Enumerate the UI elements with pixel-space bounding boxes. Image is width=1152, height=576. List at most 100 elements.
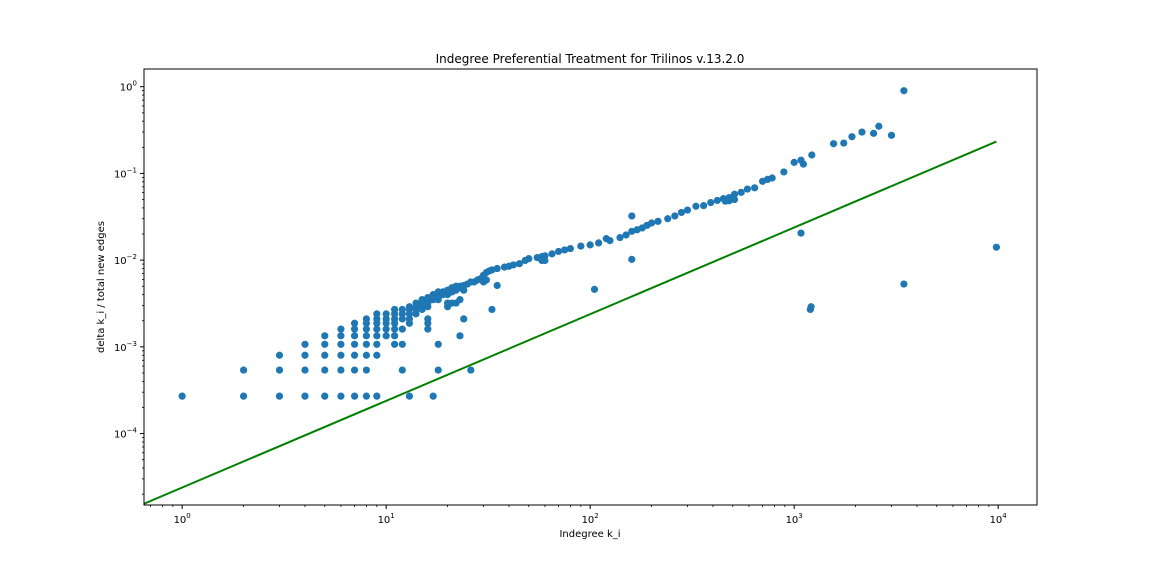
data-point [275, 366, 284, 374]
data-point [467, 366, 475, 374]
data-point [780, 168, 788, 176]
x-tick-label: 104 [990, 512, 1008, 526]
data-point [398, 305, 406, 314]
data-point [301, 366, 309, 374]
data-point [362, 392, 370, 400]
data-point [178, 392, 186, 400]
data-point [900, 87, 908, 95]
x-axis-ticks: 100 101 102 103 104 [150, 505, 1008, 526]
data-point [730, 190, 739, 198]
data-point [382, 325, 390, 333]
data-point [751, 184, 759, 192]
data-point [373, 325, 381, 333]
data-point [382, 310, 390, 318]
data-point [577, 242, 585, 250]
y-axis-ticks: 10−4 10−3 10−2 10−1 100 [114, 80, 144, 495]
data-point [730, 195, 739, 204]
data-point [460, 315, 468, 323]
data-point [743, 185, 752, 193]
x-tick-label: 101 [378, 512, 395, 526]
data-point [737, 188, 745, 196]
data-point [683, 206, 692, 214]
data-point [350, 325, 359, 333]
data-point [869, 129, 878, 137]
x-axis-label: Indegree k_i [559, 529, 620, 540]
data-point [840, 139, 848, 147]
data-point [321, 351, 329, 359]
data-point [595, 239, 603, 247]
data-point [391, 332, 399, 340]
x-tick-label: 102 [582, 512, 599, 526]
data-point [350, 340, 359, 348]
data-point [398, 340, 406, 348]
y-tick-label: 10−1 [114, 166, 137, 180]
data-point [429, 392, 437, 400]
data-point [590, 285, 599, 293]
data-point [373, 332, 381, 340]
data-point [875, 122, 883, 130]
data-point [321, 340, 329, 348]
y-tick-label: 10−2 [114, 253, 137, 267]
chart-title: Indegree Preferential Treatment for Tril… [436, 52, 745, 66]
data-point [647, 219, 656, 227]
data-point [350, 319, 359, 327]
data-point [671, 212, 679, 220]
data-point [525, 255, 533, 263]
data-point [301, 351, 309, 359]
y-tick-label: 100 [120, 80, 137, 94]
data-point [721, 197, 729, 205]
x-tick-label: 100 [174, 512, 191, 526]
data-point [350, 351, 359, 359]
data-point [391, 305, 399, 314]
data-point [373, 315, 381, 323]
data-point [398, 366, 406, 374]
data-point [418, 296, 426, 304]
data-point [405, 303, 414, 311]
data-point [337, 392, 345, 400]
data-point [799, 160, 808, 168]
data-point [321, 392, 329, 400]
data-point [362, 351, 370, 359]
data-point [373, 310, 381, 318]
data-point [628, 255, 636, 263]
data-point [488, 305, 496, 314]
data-point [677, 208, 685, 217]
data-point [398, 325, 406, 333]
data-point [606, 236, 614, 245]
data-point [362, 325, 370, 333]
y-tick-label: 10−3 [114, 340, 137, 354]
data-point [434, 340, 442, 348]
series-layer [143, 87, 1000, 505]
y-axis-label: delta k_i / total new edges [96, 221, 107, 353]
data-point [807, 303, 815, 311]
data-point [509, 261, 517, 269]
data-point [362, 315, 370, 323]
data-point [541, 256, 549, 265]
data-point [456, 332, 464, 340]
data-point [700, 202, 708, 210]
data-point [275, 392, 284, 400]
data-point [554, 247, 563, 256]
data-point [628, 212, 636, 220]
data-point [373, 351, 381, 359]
data-point [887, 131, 896, 139]
data-point [321, 332, 329, 340]
data-point [382, 332, 390, 340]
data-point [391, 325, 399, 333]
data-point [391, 340, 399, 348]
data-point [337, 351, 345, 359]
data-point [790, 158, 798, 166]
data-point [391, 315, 399, 323]
data-point [992, 243, 1000, 251]
data-point [797, 229, 805, 237]
data-point [337, 325, 345, 333]
data-point [692, 202, 700, 210]
data-point [398, 315, 406, 323]
data-point [493, 264, 501, 273]
data-point [548, 250, 556, 258]
plot-background [144, 69, 1037, 505]
data-point [654, 217, 662, 225]
data-point [900, 280, 908, 288]
data-point [768, 174, 776, 182]
